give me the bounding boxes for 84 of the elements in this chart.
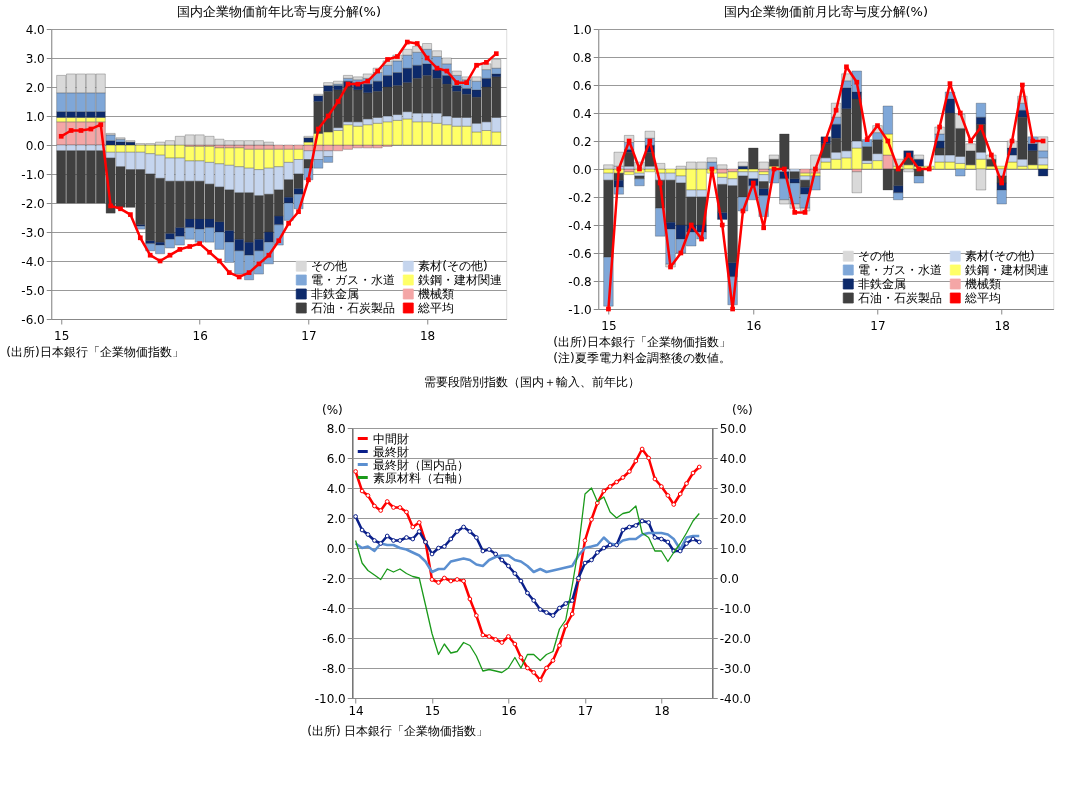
- legend-label: 素材(その他): [965, 249, 1035, 264]
- y-tick-label: -0.4: [568, 218, 592, 233]
- y-axis-title: (%): [321, 402, 343, 417]
- y-tick-label: -1.0: [21, 167, 45, 182]
- legend-label: 中間財: [373, 431, 410, 446]
- x-tick-label: 16: [501, 703, 517, 718]
- y-tick-label: -6.0: [322, 631, 346, 646]
- legend-label: その他: [311, 259, 348, 274]
- y2-tick-label: -40.0: [719, 691, 751, 706]
- y-tick-label: -6.0: [21, 312, 45, 327]
- y-tick-label: -0.2: [568, 190, 592, 205]
- y2-tick-label: -10.0: [719, 601, 751, 616]
- y-tick-label: -0.8: [568, 274, 592, 289]
- legend-label: 電・ガス・水道: [311, 273, 396, 287]
- y-tick-label: -5.0: [21, 283, 45, 298]
- y-tick-label: -2.0: [322, 571, 346, 586]
- chart-title: 国内企業物価前月比寄与度分解(%): [723, 4, 928, 19]
- y-tick-label: 1.0: [572, 22, 592, 37]
- legend-label: 素材(その他): [418, 259, 488, 274]
- y2-tick-label: 0.0: [719, 571, 739, 586]
- y-tick-label: -10.0: [314, 691, 346, 706]
- legend-label: 機械類: [418, 287, 455, 301]
- x-tick-label: 17: [301, 328, 317, 343]
- x-tick-label: 17: [577, 703, 594, 718]
- y-tick-label: 0.4: [572, 106, 592, 121]
- y-tick-label: 8.0: [326, 421, 346, 436]
- legend-label: 総平均: [417, 301, 455, 315]
- y2-tick-label: -20.0: [719, 631, 751, 646]
- x-tick-label: 15: [601, 318, 617, 333]
- y-tick-label: 0.2: [572, 134, 592, 149]
- y-tick-label: 2.0: [326, 511, 346, 526]
- legend-label: 非鉄金属: [858, 277, 907, 291]
- legend-label: 鉄鋼・建材関連: [965, 263, 1050, 277]
- legend-label: 総平均: [964, 291, 1002, 305]
- x-tick-label: 15: [424, 703, 441, 718]
- legend-label: 石油・石炭製品: [858, 291, 943, 305]
- chart-title: 国内企業物価前年比寄与度分解(%): [176, 4, 381, 19]
- legend-label: 非鉄金属: [311, 287, 360, 301]
- y-tick-label: 6.0: [326, 451, 346, 466]
- y-tick-label: -2.0: [21, 196, 45, 211]
- legend-label: 鉄鋼・建材関連: [418, 273, 503, 287]
- y-tick-label: 0.0: [326, 541, 346, 556]
- y-tick-label: -3.0: [21, 225, 45, 240]
- legend-label: 素原材料（右軸）: [373, 470, 470, 485]
- y2-tick-label: 10.0: [719, 541, 747, 556]
- x-tick-label: 14: [348, 703, 364, 718]
- legend-label: その他: [858, 249, 895, 264]
- x-tick-label: 16: [746, 318, 762, 333]
- y-tick-label: 3.0: [25, 51, 45, 66]
- y-tick-label: -0.6: [568, 246, 592, 261]
- y-tick-label: 4.0: [326, 481, 346, 496]
- x-tick-label: 18: [994, 318, 1010, 333]
- y-tick-label: 4.0: [25, 22, 45, 37]
- x-tick-label: 18: [654, 703, 670, 718]
- legend-label: 最終財: [373, 444, 410, 459]
- y-tick-label: -8.0: [322, 661, 346, 676]
- text: (注)夏季電力料金調整後の数値。: [553, 351, 731, 365]
- text: (出所)日本銀行「企業物価指数」: [553, 335, 731, 349]
- y-tick-label: 0.0: [25, 138, 45, 153]
- legend-label: 機械類: [965, 277, 1002, 291]
- x-tick-label: 18: [419, 328, 436, 343]
- y-tick-label: 0.0: [572, 162, 592, 177]
- y2-tick-label: 40.0: [719, 451, 747, 466]
- y-tick-label: -4.0: [21, 254, 45, 269]
- legend-label: 石油・石炭製品: [311, 301, 396, 315]
- text: (出所)日本銀行「企業物価指数」: [6, 345, 184, 359]
- legend-label: 最終財（国内品）: [373, 457, 470, 472]
- text: (出所) 日本銀行「企業物価指数」: [307, 724, 489, 738]
- y-tick-label: 0.6: [572, 78, 592, 93]
- legend-label: 電・ガス・水道: [858, 263, 943, 277]
- y2-axis-title: (%): [731, 402, 753, 417]
- chart-title: 需要段階別指数（国内＋輸入、前年比）: [424, 375, 641, 389]
- y-tick-label: -4.0: [322, 601, 346, 616]
- x-tick-label: 16: [192, 328, 208, 343]
- y-tick-label: -1.0: [568, 302, 592, 317]
- y2-tick-label: 20.0: [719, 511, 747, 526]
- x-tick-label: 15: [54, 328, 70, 343]
- y-tick-label: 1.0: [25, 109, 45, 124]
- y-tick-label: 2.0: [25, 80, 45, 95]
- y2-tick-label: 30.0: [719, 481, 747, 496]
- y-tick-label: 0.8: [572, 50, 592, 65]
- y2-tick-label: -30.0: [719, 661, 751, 676]
- x-tick-label: 17: [870, 318, 886, 333]
- y2-tick-label: 50.0: [719, 421, 747, 436]
